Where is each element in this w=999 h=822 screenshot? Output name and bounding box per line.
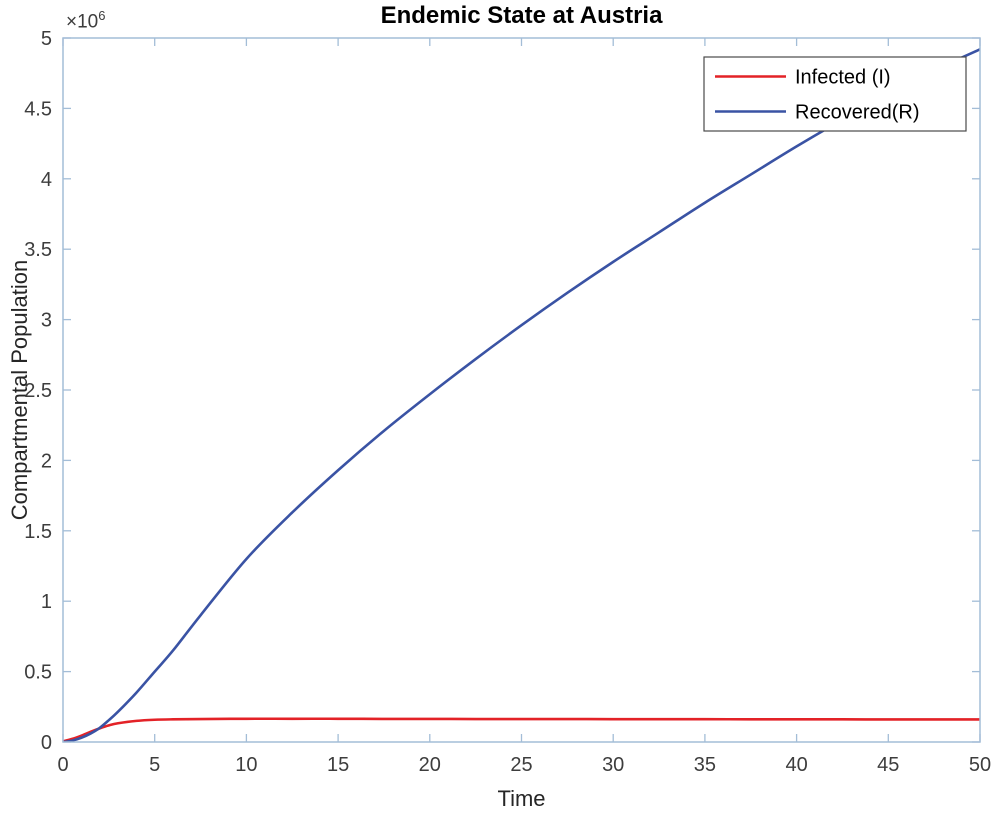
legend: Infected (I) Recovered(R)	[703, 56, 967, 132]
y-axis-multiplier: ×106	[66, 8, 105, 33]
y-tick-label: 1.5	[24, 521, 52, 543]
y-tick-label: 5	[41, 28, 52, 50]
series-line-infected-i	[63, 717, 980, 742]
x-tick-label: 0	[57, 754, 68, 776]
y-tick-label: 3	[41, 310, 52, 332]
y-tick-label: 1	[41, 591, 52, 613]
x-tick-label: 50	[969, 754, 991, 776]
y-tick-label: 3.5	[24, 239, 52, 261]
y-tick-label: 2.5	[24, 380, 52, 402]
legend-entry-label: Infected (I)	[795, 67, 891, 89]
x-tick-label: 10	[235, 754, 257, 776]
y-tick-label: 0.5	[24, 662, 52, 684]
y-tick-label: 2	[41, 450, 52, 472]
x-tick-label: 25	[510, 754, 532, 776]
x-tick-label: 15	[327, 754, 349, 776]
legend-box	[703, 56, 967, 132]
y-axis-multiplier-base: ×10	[66, 11, 99, 33]
x-tick-label: 20	[419, 754, 441, 776]
y-tick-label: 4.5	[24, 98, 52, 120]
x-tick-label: 45	[877, 754, 899, 776]
y-tick-label: 4	[41, 169, 52, 191]
x-tick-label: 40	[785, 754, 807, 776]
chart-title: Endemic State at Austria	[380, 2, 663, 29]
y-axis-multiplier-exponent: 6	[98, 8, 106, 23]
x-tick-label: 5	[149, 754, 160, 776]
legend-entry-label: Recovered(R)	[795, 102, 919, 124]
series-line-recovered-r	[63, 47, 980, 742]
y-tick-label: 0	[41, 732, 52, 754]
x-tick-label: 30	[602, 754, 624, 776]
x-axis-label: Time	[497, 786, 546, 811]
axes-frame	[62, 37, 981, 743]
x-tick-label: 35	[694, 754, 716, 776]
